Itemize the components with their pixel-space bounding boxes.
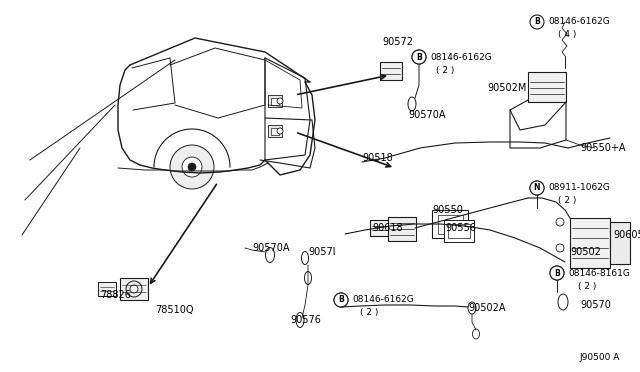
Ellipse shape	[301, 251, 308, 264]
Bar	[610, 222, 630, 264]
Ellipse shape	[408, 97, 416, 111]
Circle shape	[277, 98, 283, 104]
Circle shape	[126, 281, 142, 297]
Text: 90576: 90576	[290, 315, 321, 325]
Text: 90502M: 90502M	[488, 83, 527, 93]
Text: 78510Q: 78510Q	[155, 305, 193, 315]
Circle shape	[530, 181, 544, 195]
Text: ( 2 ): ( 2 )	[558, 196, 577, 205]
Bar	[388, 217, 416, 241]
Circle shape	[334, 293, 348, 307]
Bar	[528, 72, 566, 102]
Bar	[370, 220, 390, 236]
Circle shape	[334, 293, 348, 307]
Circle shape	[412, 50, 426, 64]
Text: ( 2 ): ( 2 )	[436, 65, 454, 74]
Bar	[444, 220, 474, 242]
Text: ( 2 ): ( 2 )	[360, 308, 378, 317]
Text: B: B	[338, 295, 344, 305]
Ellipse shape	[266, 247, 275, 263]
Text: 90618: 90618	[372, 223, 403, 233]
Text: 08146-6162G: 08146-6162G	[548, 17, 610, 26]
Text: 9057l: 9057l	[308, 247, 335, 257]
Text: 90570: 90570	[580, 300, 611, 310]
Circle shape	[530, 15, 544, 29]
Bar	[380, 62, 402, 80]
Bar	[98, 282, 116, 296]
Text: 90572: 90572	[382, 37, 413, 47]
Circle shape	[556, 244, 564, 252]
Circle shape	[170, 145, 214, 189]
Circle shape	[550, 266, 564, 280]
Text: J90500 A: J90500 A	[580, 353, 620, 362]
Bar	[438, 215, 463, 234]
Bar	[271, 98, 279, 105]
Text: ( 2 ): ( 2 )	[578, 282, 596, 291]
Text: 90550: 90550	[432, 205, 463, 215]
Circle shape	[412, 50, 426, 64]
Bar	[268, 95, 282, 107]
Ellipse shape	[558, 294, 568, 310]
Text: 08146-6162G: 08146-6162G	[430, 52, 492, 61]
Circle shape	[556, 218, 564, 226]
Text: 90550+A: 90550+A	[580, 143, 625, 153]
Circle shape	[277, 128, 283, 134]
Ellipse shape	[468, 302, 476, 314]
Text: 78826: 78826	[100, 290, 131, 300]
Circle shape	[182, 157, 202, 177]
Ellipse shape	[472, 329, 479, 339]
Bar	[570, 218, 610, 268]
Ellipse shape	[296, 312, 304, 327]
Text: N: N	[534, 183, 540, 192]
Circle shape	[188, 163, 196, 171]
Circle shape	[130, 285, 138, 293]
Text: B: B	[534, 17, 540, 26]
Circle shape	[530, 181, 544, 195]
Bar	[268, 125, 282, 137]
Text: 90502: 90502	[570, 247, 601, 257]
Text: 08911-1062G: 08911-1062G	[548, 183, 610, 192]
Text: 08146-8161G: 08146-8161G	[568, 269, 630, 278]
Bar	[432, 210, 468, 238]
Text: 90502A: 90502A	[468, 303, 506, 313]
Bar	[448, 224, 470, 238]
Text: 90605: 90605	[613, 230, 640, 240]
Text: ( 4 ): ( 4 )	[558, 31, 577, 39]
Text: B: B	[554, 269, 560, 278]
Text: B: B	[416, 52, 422, 61]
Circle shape	[550, 266, 564, 280]
Text: 90556: 90556	[445, 223, 476, 233]
Text: 90570A: 90570A	[252, 243, 289, 253]
Text: 90570A: 90570A	[408, 110, 445, 120]
Ellipse shape	[305, 272, 312, 285]
Bar	[271, 128, 279, 135]
Text: 90518: 90518	[362, 153, 393, 163]
Text: 08146-6162G: 08146-6162G	[352, 295, 413, 305]
Bar	[120, 278, 148, 300]
